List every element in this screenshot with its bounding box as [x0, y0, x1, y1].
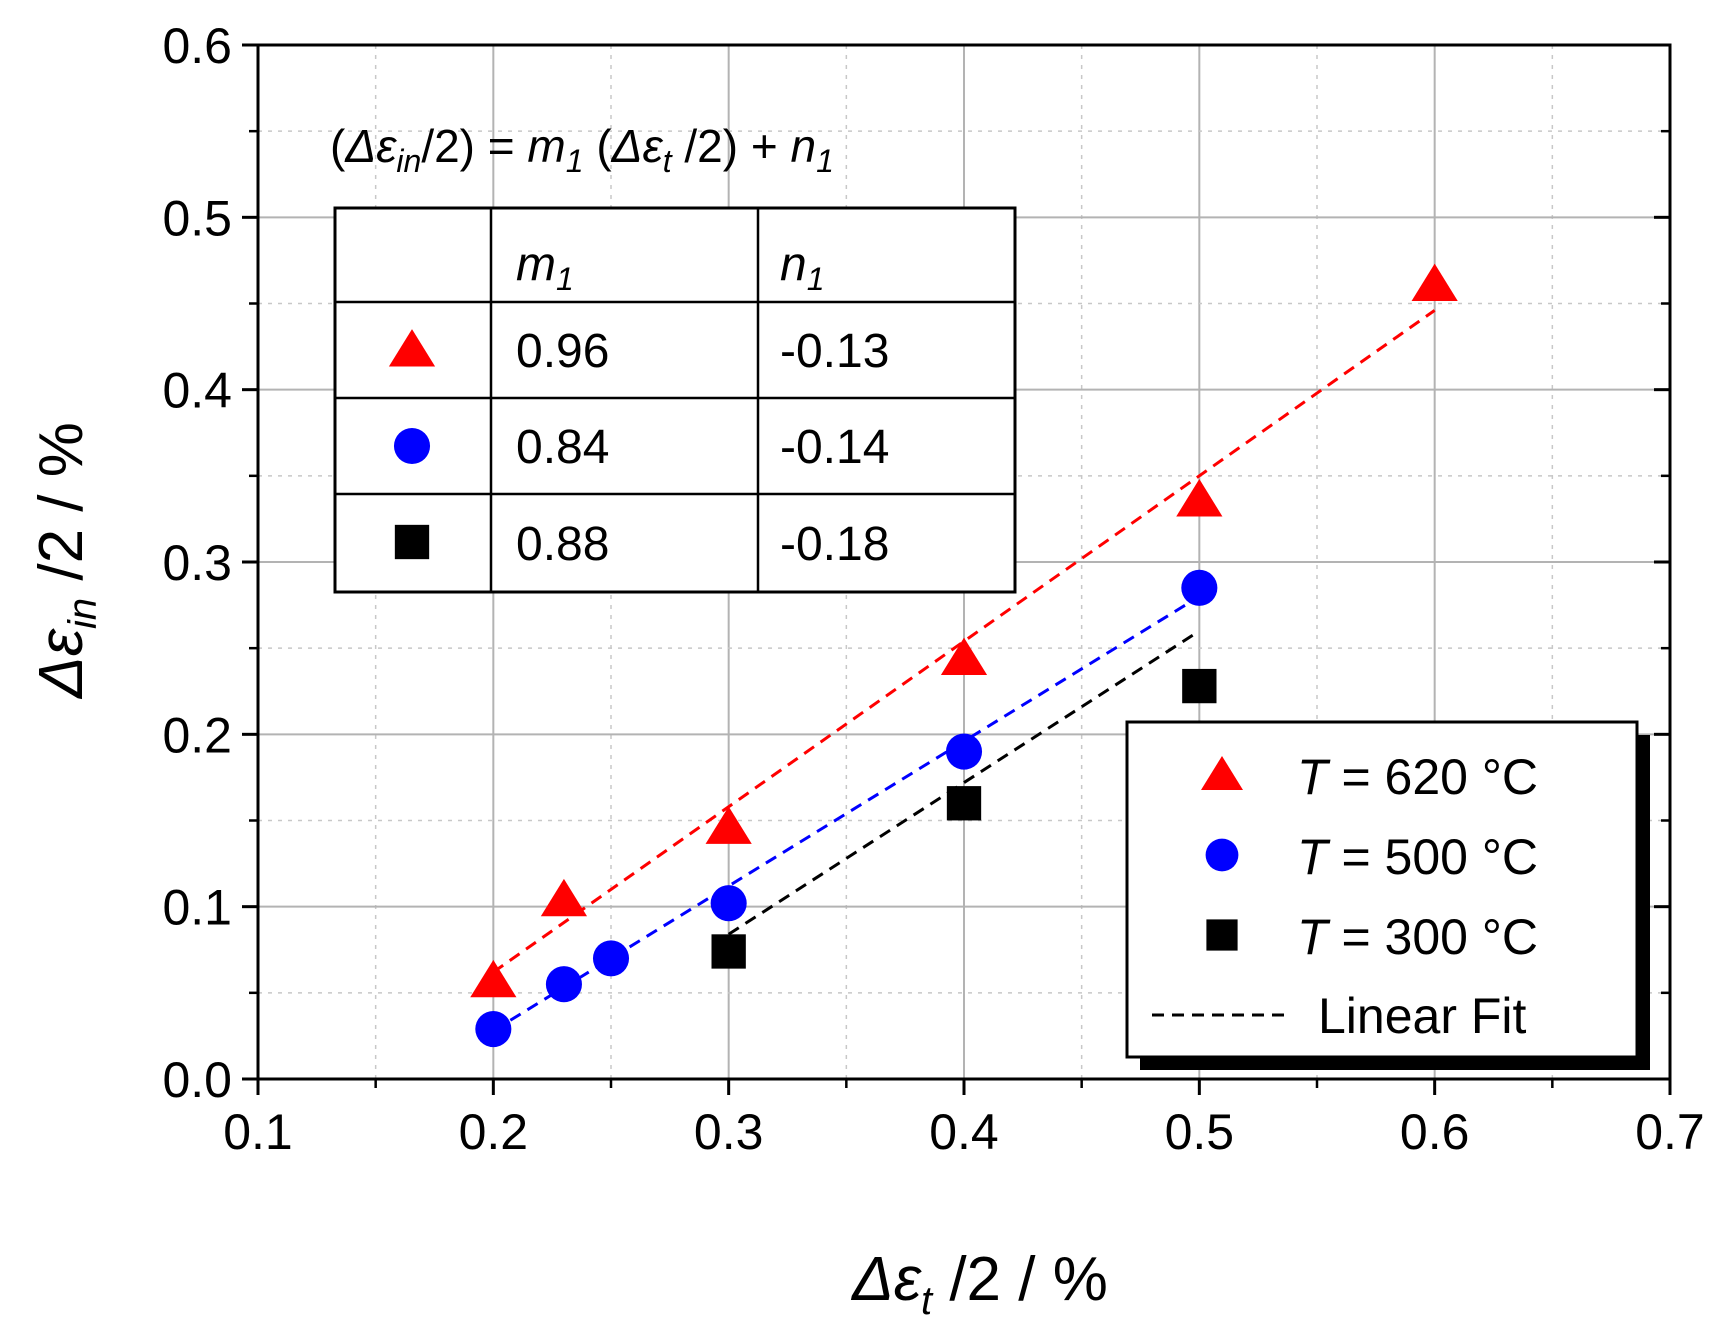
x-tick-label: 0.5: [1165, 1104, 1235, 1160]
fit-equation: (Δεin/2) = m1 (Δεt /2) + n1: [330, 120, 834, 179]
y-axis-label: Δεin /2 / %: [27, 422, 105, 700]
x-tick-label: 0.1: [223, 1104, 293, 1160]
data-point-circle: [710, 885, 747, 922]
table-marker-square: [394, 524, 430, 560]
eq-paren: (: [584, 120, 613, 172]
fit-lines: [492, 309, 1436, 1033]
x-axis-unit: /2 / %: [932, 1245, 1108, 1314]
y-axis-unit: /2 / %: [27, 422, 96, 598]
y-tick-label: 0.6: [162, 18, 232, 74]
table-n-300: -0.18: [780, 518, 889, 571]
legend: T = 620 °C T = 500 °C T = 300 °C Linear …: [1125, 720, 1650, 1070]
legend-label-linear-fit: Linear Fit: [1318, 988, 1527, 1044]
data-point-square: [946, 786, 982, 821]
data-point-circle: [545, 966, 582, 1003]
y-tick-label: 0.2: [162, 707, 232, 763]
eq-open-paren: (: [330, 120, 346, 172]
legend-label-620: T = 620 °C: [1297, 749, 1538, 805]
y-tick-label: 0.5: [162, 190, 232, 246]
table-header-n: n1: [780, 238, 825, 297]
eq-sub-1b: 1: [816, 143, 834, 179]
y-tick-labels: 0.0 0.1 0.2 0.3 0.4 0.5 0.6: [162, 18, 232, 1108]
table-marker-triangle: [388, 329, 436, 367]
eq-sub-1a: 1: [566, 143, 584, 179]
eq-delta-eps: Δε: [344, 120, 397, 172]
eq-m: m: [527, 120, 565, 172]
data-point-triangle: [470, 959, 517, 998]
eq-sub-t: t: [663, 143, 673, 179]
data-point-circle: [1181, 569, 1218, 606]
fit-line-square: [727, 629, 1201, 936]
table-marker-circle: [393, 427, 431, 465]
table-m-300: 0.88: [516, 518, 609, 571]
table-m-620: 0.96: [516, 325, 609, 378]
y-axis-subscript: in: [61, 598, 105, 629]
table-n-500: -0.14: [780, 421, 889, 474]
legend-label-300: T = 300 °C: [1297, 909, 1538, 965]
table-m-500: 0.84: [516, 421, 609, 474]
data-point-triangle: [705, 806, 752, 844]
table-header-m: m1: [516, 238, 574, 297]
data-point-triangle: [1411, 263, 1458, 302]
eq-n: n: [791, 120, 817, 172]
x-tick-label: 0.7: [1635, 1104, 1705, 1160]
x-tick-label: 0.4: [929, 1104, 999, 1160]
eq-plus: /2) +: [672, 120, 791, 172]
x-axis-subscript: t: [921, 1279, 934, 1323]
y-tick-label: 0.4: [162, 363, 232, 419]
legend-label-500: T = 500 °C: [1297, 829, 1538, 885]
table-background: [333, 206, 1017, 594]
legend-marker-circle: [1205, 838, 1239, 872]
x-tick-label: 0.3: [694, 1104, 764, 1160]
data-point-triangle: [540, 878, 588, 917]
x-tick-label: 0.6: [1400, 1104, 1470, 1160]
legend-marker-triangle: [1201, 756, 1243, 790]
y-tick-label: 0.1: [162, 880, 232, 936]
eq-sub-in: in: [396, 143, 421, 179]
eq-equals: /2) =: [421, 120, 527, 172]
data-points: [470, 263, 1458, 1048]
y-axis-symbol: Δε: [27, 628, 96, 700]
fit-line-triangle: [492, 309, 1436, 974]
y-tick-label: 0.0: [162, 1052, 232, 1108]
fit-parameter-table: m1 n1 0.96 -0.13 0.84 -0.14 0.88 -0.18: [333, 206, 1017, 594]
legend-marker-square: [1206, 919, 1238, 951]
data-point-triangle: [1176, 479, 1223, 517]
axis-ticks: [242, 43, 1672, 1095]
x-axis-symbol: Δε: [850, 1245, 922, 1314]
x-tick-labels: 0.1 0.2 0.3 0.4 0.5 0.6 0.7: [223, 1104, 1705, 1160]
table-n-620: -0.13: [780, 325, 889, 378]
fit-line-circle: [492, 595, 1201, 1033]
data-point-circle: [475, 1010, 512, 1048]
eq-delta-eps-2: Δε: [611, 120, 664, 172]
data-point-triangle: [940, 637, 988, 676]
x-tick-label: 0.2: [459, 1104, 529, 1160]
table-markers: [388, 329, 436, 560]
x-axis-label: Δεt /2 / %: [850, 1245, 1108, 1323]
data-point-square: [711, 934, 746, 969]
data-point-circle: [592, 940, 630, 977]
legend-markers: [1201, 756, 1243, 951]
y-tick-label: 0.3: [162, 535, 232, 591]
data-point-square: [1182, 668, 1217, 704]
data-point-circle: [945, 733, 983, 770]
